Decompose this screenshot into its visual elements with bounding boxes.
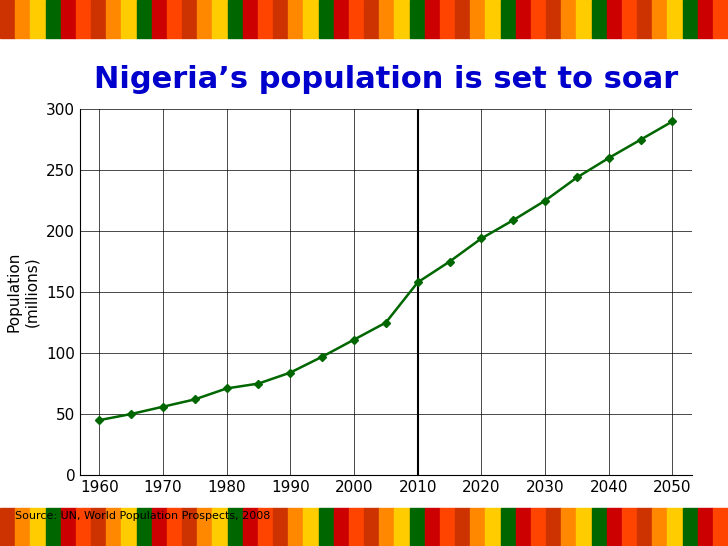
- Bar: [227, 0, 242, 38]
- Bar: [606, 508, 622, 546]
- Bar: [470, 508, 486, 546]
- Bar: [31, 508, 45, 546]
- Bar: [333, 508, 349, 546]
- Bar: [364, 508, 379, 546]
- Bar: [486, 0, 501, 38]
- Bar: [15, 508, 31, 546]
- Bar: [531, 0, 546, 38]
- Bar: [45, 508, 60, 546]
- Bar: [273, 0, 288, 38]
- Bar: [501, 508, 515, 546]
- Bar: [227, 508, 242, 546]
- Bar: [409, 508, 424, 546]
- Bar: [515, 0, 531, 38]
- Bar: [424, 0, 440, 38]
- Bar: [486, 508, 501, 546]
- Bar: [242, 508, 258, 546]
- Bar: [395, 0, 409, 38]
- Bar: [273, 508, 288, 546]
- Bar: [349, 0, 364, 38]
- Bar: [319, 508, 333, 546]
- Bar: [652, 0, 668, 38]
- Bar: [288, 508, 304, 546]
- Bar: [455, 508, 470, 546]
- Bar: [333, 0, 349, 38]
- Bar: [668, 508, 683, 546]
- Bar: [0, 0, 15, 38]
- Bar: [167, 508, 182, 546]
- Bar: [561, 0, 577, 38]
- Bar: [122, 0, 137, 38]
- Bar: [182, 0, 197, 38]
- Bar: [137, 508, 151, 546]
- Bar: [622, 0, 637, 38]
- Bar: [622, 508, 637, 546]
- Bar: [592, 508, 606, 546]
- Y-axis label: Population
(millions): Population (millions): [7, 252, 39, 333]
- Bar: [137, 0, 151, 38]
- Bar: [213, 508, 227, 546]
- Bar: [15, 0, 31, 38]
- Bar: [60, 0, 76, 38]
- Bar: [349, 508, 364, 546]
- Bar: [91, 508, 106, 546]
- Bar: [424, 508, 440, 546]
- Bar: [379, 0, 395, 38]
- Bar: [440, 0, 455, 38]
- Bar: [652, 508, 668, 546]
- Bar: [592, 0, 606, 38]
- Bar: [319, 0, 333, 38]
- Bar: [197, 0, 213, 38]
- Bar: [182, 508, 197, 546]
- Bar: [45, 0, 60, 38]
- Bar: [167, 0, 182, 38]
- Bar: [364, 0, 379, 38]
- Text: Nigeria’s population is set to soar: Nigeria’s population is set to soar: [94, 64, 678, 94]
- Bar: [197, 508, 213, 546]
- Bar: [151, 0, 167, 38]
- Bar: [91, 0, 106, 38]
- Bar: [76, 508, 91, 546]
- Bar: [151, 508, 167, 546]
- Bar: [288, 0, 304, 38]
- Bar: [683, 508, 697, 546]
- Bar: [258, 508, 273, 546]
- Bar: [577, 0, 592, 38]
- Bar: [713, 508, 728, 546]
- Bar: [683, 0, 697, 38]
- Bar: [637, 508, 652, 546]
- Bar: [637, 0, 652, 38]
- Bar: [242, 0, 258, 38]
- Bar: [304, 0, 319, 38]
- Bar: [60, 508, 76, 546]
- Bar: [440, 508, 455, 546]
- Bar: [106, 0, 122, 38]
- Bar: [455, 0, 470, 38]
- Bar: [304, 508, 319, 546]
- Bar: [258, 0, 273, 38]
- Bar: [515, 508, 531, 546]
- Bar: [606, 0, 622, 38]
- Bar: [577, 508, 592, 546]
- Bar: [470, 0, 486, 38]
- Bar: [0, 508, 15, 546]
- Bar: [531, 508, 546, 546]
- Bar: [713, 0, 728, 38]
- Bar: [668, 0, 683, 38]
- Bar: [501, 0, 515, 38]
- Bar: [546, 508, 561, 546]
- Bar: [561, 508, 577, 546]
- Bar: [395, 508, 409, 546]
- Bar: [31, 0, 45, 38]
- Bar: [379, 508, 395, 546]
- Bar: [106, 508, 122, 546]
- Bar: [76, 0, 91, 38]
- Bar: [697, 0, 713, 38]
- Bar: [409, 0, 424, 38]
- Bar: [213, 0, 227, 38]
- Text: Source: UN, World Population Prospects, 2008: Source: UN, World Population Prospects, …: [15, 511, 270, 521]
- Bar: [697, 508, 713, 546]
- Bar: [122, 508, 137, 546]
- Bar: [546, 0, 561, 38]
